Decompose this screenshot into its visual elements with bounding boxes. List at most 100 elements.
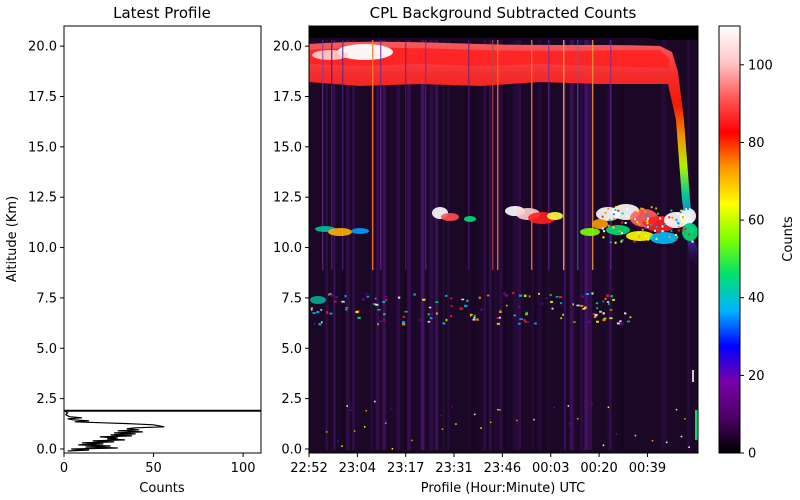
- mid-cloud-speckle: [377, 323, 379, 326]
- texture-column: [617, 40, 620, 450]
- cirrus-blob: [328, 228, 352, 236]
- curtain-y-tick-label: 0.0: [281, 442, 302, 457]
- cirrus-speckle: [626, 208, 629, 211]
- mid-cloud-speckle: [419, 318, 422, 322]
- cirrus-speckle: [656, 231, 659, 234]
- mid-cloud-speckle: [626, 320, 631, 323]
- texture-column: [396, 40, 401, 450]
- mid-cloud-speckle: [374, 297, 377, 300]
- mid-cloud-speckle: [523, 294, 527, 298]
- mid-cloud-speckle: [606, 301, 610, 303]
- profile-y-tick-label: 7.5: [36, 291, 57, 306]
- surface-speckle: [499, 409, 501, 411]
- mid-cloud-speckle: [427, 320, 431, 323]
- curtain-x-tick-label: 00:39: [629, 461, 666, 476]
- cirrus-speckle: [609, 229, 612, 232]
- heatmap-texture: [325, 40, 690, 450]
- mid-cloud-speckle: [341, 300, 345, 303]
- surface-speckle: [688, 446, 690, 448]
- surface-speckle: [391, 407, 393, 409]
- surface-speckle: [577, 418, 579, 420]
- cirrus-speckle: [661, 225, 664, 228]
- cirrus-speckle: [634, 218, 637, 221]
- profile-line: [63, 410, 165, 452]
- texture-column: [381, 40, 383, 450]
- profile-x-tick-label: 50: [145, 461, 162, 476]
- mid-cloud-speckle: [499, 311, 502, 313]
- cirrus-speckle: [642, 207, 645, 210]
- mid-cloud-speckle: [522, 319, 526, 321]
- surface-speckle: [634, 434, 637, 437]
- cirrus-speckle: [621, 239, 624, 242]
- mid-cloud-speckle: [498, 316, 501, 319]
- mid-cloud-speckle: [623, 312, 627, 315]
- texture-column: [443, 40, 445, 450]
- cirrus-speckle: [653, 237, 656, 240]
- streak-line: [405, 40, 407, 270]
- streak-line: [563, 40, 565, 270]
- profile-y-tick-label: 12.5: [28, 191, 57, 206]
- texture-column: [375, 40, 380, 450]
- mid-cloud-speckle: [318, 323, 322, 326]
- texture-column: [390, 40, 394, 450]
- cirrus-speckle: [612, 226, 615, 229]
- colorbar-tick-label: 60: [748, 214, 765, 229]
- mid-cloud-speckle: [382, 300, 386, 304]
- mid-cloud-speckle: [511, 292, 515, 294]
- colorbar: 0 20 40 60 80 100 Counts: [718, 25, 796, 462]
- cirrus-speckle: [644, 210, 647, 213]
- cirrus-speckle: [650, 206, 653, 209]
- surface-speckle: [411, 439, 413, 442]
- mid-cloud-speckle: [334, 296, 339, 299]
- upper-band-white: [337, 44, 393, 60]
- mid-cloud-speckle: [585, 293, 590, 296]
- profile-y-tick-label: 20.0: [28, 40, 57, 55]
- cirrus-speckle: [612, 217, 615, 220]
- cirrus-speckle: [621, 212, 624, 215]
- cirrus-speckle: [676, 212, 679, 215]
- texture-column: [584, 40, 589, 450]
- cirrus-blob: [682, 223, 698, 241]
- curtain-x-tick-label: 00:20: [580, 461, 617, 476]
- mid-cloud-speckle: [480, 308, 483, 311]
- cirrus-speckle: [640, 207, 643, 210]
- streak-line: [497, 40, 499, 270]
- cirrus-speckle: [636, 221, 639, 224]
- surface-edge-return: [695, 410, 698, 440]
- texture-column: [498, 40, 503, 450]
- cirrus-speckle: [637, 231, 640, 234]
- cirrus-speckle: [654, 229, 657, 232]
- surface-speckle: [440, 414, 443, 417]
- mid-cloud-speckle: [375, 303, 379, 306]
- surface-speckle: [441, 428, 444, 430]
- mid-cloud-speckle: [562, 313, 564, 316]
- streak-line: [342, 40, 344, 270]
- mid-cloud-speckle: [459, 307, 463, 310]
- texture-column: [561, 40, 564, 450]
- surface-speckle: [325, 431, 328, 433]
- cirrus-speckle: [612, 213, 615, 216]
- texture-column: [494, 40, 498, 450]
- mid-cloud-speckle: [449, 297, 453, 300]
- streak-line: [531, 40, 533, 270]
- cirrus-speckle: [608, 218, 611, 221]
- mid-cloud-speckle: [550, 300, 553, 304]
- mid-cloud-speckle: [473, 317, 476, 319]
- texture-column: [333, 40, 336, 450]
- y-axis-label: Altitude (Km): [5, 196, 20, 282]
- texture-column: [383, 40, 386, 450]
- upper-band-white-2: [312, 50, 348, 60]
- mid-cloud-speckle: [579, 304, 584, 307]
- texture-column: [471, 40, 476, 450]
- cirrus-speckle: [657, 212, 660, 215]
- mid-cloud-speckle: [476, 318, 479, 321]
- surface-speckle: [374, 400, 376, 403]
- cirrus-speckle: [646, 222, 649, 225]
- mid-cloud-speckle: [466, 299, 469, 303]
- mid-cloud-speckle: [313, 322, 316, 325]
- surface-speckle: [473, 413, 476, 416]
- mid-cloud-speckle: [513, 314, 517, 317]
- profile-y-tick-label: 2.5: [36, 392, 57, 407]
- cirrus-blob: [547, 212, 563, 220]
- mid-cloud-speckle: [478, 296, 481, 299]
